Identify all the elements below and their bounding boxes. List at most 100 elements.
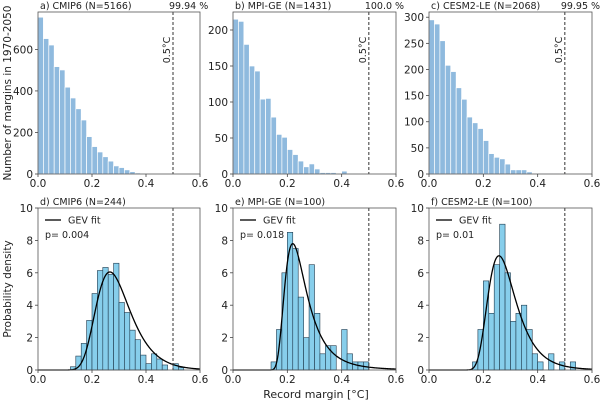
bar xyxy=(472,122,479,175)
y-tick-label: 200 xyxy=(13,127,33,139)
y-tick-label: 10 xyxy=(20,203,33,215)
legend-label: GEV fit xyxy=(68,216,101,227)
y-tick-label: 4 xyxy=(221,300,228,312)
y-tick-label: 8 xyxy=(26,235,33,247)
ylabel-bottom: Probability density xyxy=(2,240,14,337)
bar xyxy=(461,98,468,175)
x-tick-label: 0.0 xyxy=(225,374,242,386)
bar xyxy=(113,165,120,175)
x-tick-label: 0.6 xyxy=(584,178,600,190)
y-tick-label: 0 xyxy=(221,365,228,377)
bar xyxy=(303,337,310,371)
bar xyxy=(510,169,517,175)
y-tick-label: 50 xyxy=(215,133,228,145)
bar xyxy=(91,146,98,175)
bar xyxy=(504,163,511,175)
bar xyxy=(102,267,109,371)
y-tick-label: 0 xyxy=(26,169,33,181)
x-tick-label: 0.2 xyxy=(475,374,492,386)
panel-f: 0.0 0.2 0.4 0.6 0 2 4 6 8 10 f) CESM2-LE (N=100) GE… xyxy=(411,197,600,386)
axes-frame xyxy=(37,11,201,175)
bar xyxy=(444,64,452,175)
x-tick-label: 0.6 xyxy=(388,178,405,190)
bar xyxy=(59,69,66,175)
bar xyxy=(281,136,288,175)
bar xyxy=(232,18,239,175)
y-tick-label: 200 xyxy=(404,64,424,76)
bars xyxy=(428,19,571,175)
x-tick-label: 0.6 xyxy=(192,178,209,190)
bar xyxy=(37,16,44,175)
p-value-text: p= 0.018 xyxy=(240,230,284,241)
bar xyxy=(499,223,506,371)
y-tick-label: 50 xyxy=(411,143,424,155)
x-tick-label: 0.2 xyxy=(84,178,101,190)
bar xyxy=(493,264,500,371)
bars xyxy=(232,18,359,175)
percent-annotation: 100.0 % xyxy=(365,1,404,12)
bar xyxy=(292,154,299,175)
x-tick-label: 0.2 xyxy=(84,374,101,386)
threshold-label: 0.5°C xyxy=(554,36,565,63)
bar xyxy=(439,40,446,175)
x-tick-label: 0.2 xyxy=(279,178,296,190)
bars xyxy=(70,262,185,371)
bar xyxy=(477,128,484,175)
panel-title: a) CMIP6 (N=5166) xyxy=(40,1,132,12)
bar xyxy=(118,167,125,175)
p-value-text: p= 0.004 xyxy=(45,230,89,241)
bar xyxy=(504,272,511,371)
x-tick-label: 0.4 xyxy=(138,178,155,190)
y-tick-label: 8 xyxy=(221,235,228,247)
legend-label: GEV fit xyxy=(263,216,296,227)
bar xyxy=(265,98,272,175)
bar xyxy=(515,312,522,371)
bar xyxy=(319,353,326,371)
x-tick-label: 0.4 xyxy=(333,374,350,386)
panel-d: 0.0 0.2 0.4 0.6 0 2 4 6 8 10 d) CMIP6 (N=244) GEV f… xyxy=(20,197,209,386)
panel-title: b) MPI-GE (N=1431) xyxy=(235,1,331,12)
legend-label: GEV fit xyxy=(459,216,492,227)
bar xyxy=(43,38,50,175)
panel-b: 0.0 0.2 0.4 0.6 0 50 100 150 200 b) MPI-GE (N=143… xyxy=(208,1,405,190)
bar xyxy=(434,23,441,175)
y-tick-label: 8 xyxy=(417,235,424,247)
threshold-label: 0.5°C xyxy=(162,36,173,63)
y-tick-label: 6 xyxy=(417,268,424,280)
percent-annotation: 99.94 % xyxy=(169,1,208,12)
bar xyxy=(156,358,163,371)
x-tick-label: 0.4 xyxy=(333,178,350,190)
bar xyxy=(297,296,304,371)
bar xyxy=(64,86,71,175)
x-tick-label: 0.4 xyxy=(529,178,546,190)
bar xyxy=(308,163,315,175)
y-tick-label: 4 xyxy=(417,300,424,312)
bar xyxy=(287,232,294,371)
x-tick-label: 0.0 xyxy=(225,178,242,190)
bar xyxy=(53,66,60,175)
bar xyxy=(515,169,522,175)
bar xyxy=(314,168,321,175)
bar xyxy=(521,304,528,371)
bar xyxy=(238,21,245,175)
x-tick-label: 0.6 xyxy=(584,374,600,386)
panel-a: 0.0 0.2 0.4 0.6 0 200 400 600 a) CMIP6 (N=5166) 9… xyxy=(13,1,209,190)
bar xyxy=(151,353,158,371)
xlabel-bottom: Record margin [°C] xyxy=(263,388,369,401)
bar xyxy=(569,361,577,371)
bar xyxy=(488,312,495,371)
x-tick-label: 0.2 xyxy=(279,374,296,386)
axes-frame xyxy=(428,207,593,371)
bar xyxy=(145,363,152,371)
bars xyxy=(270,232,370,371)
y-tick-label: 6 xyxy=(221,268,228,280)
y-tick-label: 2 xyxy=(221,333,228,345)
bar xyxy=(510,321,517,371)
y-tick-label: 150 xyxy=(404,91,424,103)
ylabel-top: Number of margins in 1970-2050 xyxy=(2,6,14,181)
bar xyxy=(303,166,310,175)
bar xyxy=(493,156,500,175)
x-tick-label: 0.0 xyxy=(421,374,438,386)
percent-annotation: 99.95 % xyxy=(561,1,600,12)
axes-frame xyxy=(232,11,397,175)
